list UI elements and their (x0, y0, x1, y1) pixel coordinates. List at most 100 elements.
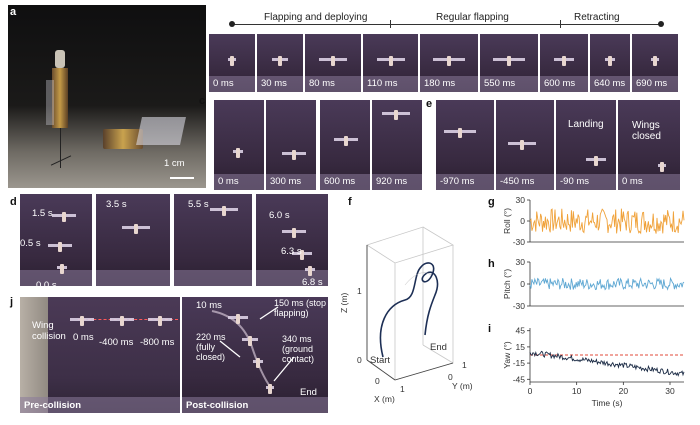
c-frame-2-time-label: 300 ms (270, 176, 302, 187)
chart-3-ytick-label: -45 (513, 374, 526, 384)
d-label-1-5s: 1.5 s (32, 208, 53, 219)
d-frame-3 (174, 194, 252, 286)
c-frame-4 (372, 100, 422, 190)
d-label-6-8s: 6.8 s (302, 277, 323, 288)
e-frame-1-time-label: -970 ms (440, 176, 475, 187)
chart-2-ytick-label: 30 (516, 257, 526, 267)
b-frame-5 (420, 34, 478, 92)
b-frame-8 (590, 34, 630, 92)
post-collision-title: Post-collision (186, 400, 249, 411)
panel-label-j: j (10, 296, 14, 308)
b-frame-7-time-label: 600 ms (544, 78, 576, 89)
panel-label-h: h (488, 258, 495, 270)
chart-2-ytick-label: -30 (513, 301, 526, 311)
scale-bar-label: 1 cm (164, 158, 185, 169)
d-label-6-0s: 6.0 s (269, 210, 290, 221)
c-frame-4-time-label: 920 ms (376, 176, 408, 187)
f-ztick-1: 1 (357, 286, 362, 296)
scale-bar (170, 177, 194, 179)
chart-3-xtick-label: 20 (619, 386, 629, 396)
chart-1-ytick-label: -30 (513, 237, 526, 247)
e-frame-4-time-label: 0 ms (622, 176, 643, 187)
c-frame-3-time-label: 600 ms (324, 176, 356, 187)
d-label-5-5s: 5.5 s (188, 199, 209, 210)
panel-a (8, 5, 206, 188)
panel-label-b: b (199, 12, 206, 24)
pre-collision-title: Pre-collision (24, 400, 82, 411)
b-frame-9-time-label: 690 ms (636, 78, 668, 89)
f-ytick-1: 1 (462, 360, 467, 370)
trajectory-path (379, 262, 439, 358)
timeline-tick-2 (560, 20, 561, 28)
chart-3-ytick-label: 45 (516, 326, 526, 336)
f-xlabel: X (m) (374, 394, 395, 404)
d-frame-2 (96, 194, 170, 286)
chart-3-ylabel: Yaw (°) (502, 341, 512, 368)
b-frame-6 (480, 34, 538, 92)
j-post-150ms: 150 ms (stop flapping) (274, 298, 327, 318)
wings-closed-label: Wings closed (632, 120, 661, 142)
j-pre-800ms: -800 ms (140, 337, 175, 348)
timeline-tick-1 (390, 20, 391, 28)
b-frame-1 (209, 34, 255, 92)
j-post-340ms: 340 ms (ground contact) (282, 334, 315, 364)
c-frame-2 (266, 100, 316, 190)
robot-folded (103, 117, 186, 157)
panel-label-c: c (199, 95, 206, 107)
phase-label-2: Regular flapping (436, 12, 509, 23)
chart-3-xtick-label: 0 (528, 386, 533, 396)
b-frame-3-time-label: 80 ms (309, 78, 335, 89)
e-frame-2 (496, 100, 554, 190)
chart-3-ytick-label: -15 (513, 358, 526, 368)
e-frame-4 (618, 100, 680, 190)
chart-3-series-line (529, 350, 685, 377)
b-frame-1-time-label: 0 ms (213, 78, 234, 89)
landing-label: Landing (568, 119, 604, 130)
timeline-end-dot (658, 21, 664, 27)
b-frame-4 (363, 34, 418, 92)
f-xtick-0: 0 (375, 376, 380, 386)
b-frame-7 (540, 34, 588, 92)
b-frame-3 (305, 34, 361, 92)
panel-label-f: f (348, 196, 352, 208)
j-pre-0ms: 0 ms (73, 332, 94, 343)
j-post-end: End (300, 387, 317, 398)
b-frame-2 (257, 34, 303, 92)
e-frame-3-time-label: -90 ms (560, 176, 590, 187)
f-ytick-0: 0 (448, 372, 453, 382)
f-ylabel: Y (m) (452, 381, 473, 391)
b-frame-8-time-label: 640 ms (594, 78, 626, 89)
panel-label-i: i (488, 323, 492, 335)
chart-3-ytick-label: 15 (516, 342, 526, 352)
panel-label-e: e (426, 98, 433, 110)
phase-timeline (232, 24, 662, 25)
j-post-220ms: 220 ms (fully closed) (196, 332, 226, 362)
panel-label-g: g (488, 196, 495, 208)
b-frame-2-time-label: 30 ms (261, 78, 287, 89)
chart-1-ytick-label: 30 (516, 195, 526, 205)
panel-label-d: d (10, 196, 17, 208)
chart-2-ytick-label: 0 (520, 279, 525, 289)
panel-f-3d-plot (366, 226, 454, 381)
chart-1-ytick-label: 0 (520, 216, 525, 226)
f-end: End (430, 342, 447, 353)
d-label-0-5s: 0.5 s (20, 238, 41, 249)
robot-standing (46, 50, 74, 168)
f-ztick-0: 0 (357, 355, 362, 365)
e-frame-3 (556, 100, 616, 190)
e-frame-1 (436, 100, 494, 190)
b-frame-4-time-label: 110 ms (367, 78, 398, 89)
b-frame-5-time-label: 180 ms (424, 78, 456, 89)
chart-1-series-line (529, 208, 685, 235)
c-frame-1-time-label: 0 ms (218, 176, 239, 187)
d-frame-4 (256, 194, 328, 286)
j-pre-400ms: -400 ms (99, 337, 134, 348)
b-frame-9 (632, 34, 678, 92)
c-frame-1 (214, 100, 264, 190)
j-post-arrows (211, 306, 295, 390)
j-pre-frame (20, 297, 180, 413)
e-frame-2-time-label: -450 ms (500, 176, 535, 187)
panel-label-a: a (10, 6, 17, 18)
phase-label-1: Flapping and deploying (264, 12, 368, 23)
